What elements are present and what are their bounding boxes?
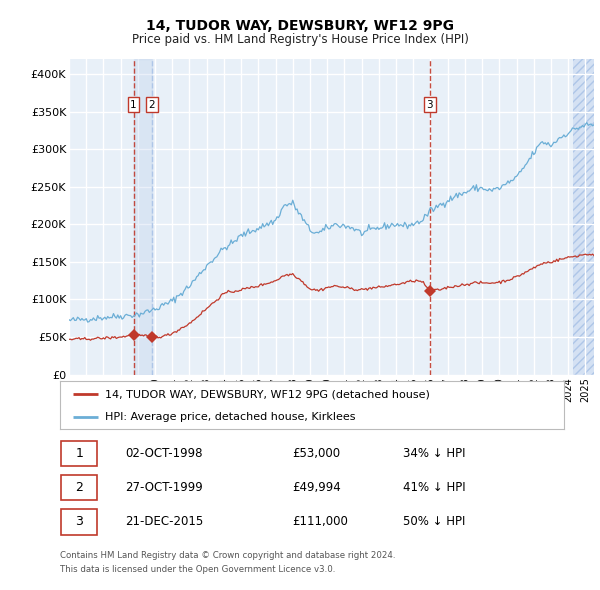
Text: 3: 3 [427, 100, 433, 110]
Text: This data is licensed under the Open Government Licence v3.0.: This data is licensed under the Open Gov… [60, 565, 335, 574]
Bar [574, 59, 594, 375]
Text: 14, TUDOR WAY, DEWSBURY, WF12 9PG (detached house): 14, TUDOR WAY, DEWSBURY, WF12 9PG (detac… [106, 389, 430, 399]
FancyBboxPatch shape [61, 475, 97, 500]
Text: £53,000: £53,000 [292, 447, 340, 460]
Text: 1: 1 [75, 447, 83, 460]
FancyBboxPatch shape [61, 509, 97, 535]
Text: 2: 2 [149, 100, 155, 110]
Bar [134, 59, 152, 375]
Bar [574, 59, 594, 375]
Text: 34% ↓ HPI: 34% ↓ HPI [403, 447, 465, 460]
Text: £49,994: £49,994 [292, 481, 341, 494]
FancyBboxPatch shape [61, 441, 97, 466]
Text: Contains HM Land Registry data © Crown copyright and database right 2024.: Contains HM Land Registry data © Crown c… [60, 550, 395, 559]
Text: 27-OCT-1999: 27-OCT-1999 [125, 481, 203, 494]
Text: 02-OCT-1998: 02-OCT-1998 [125, 447, 203, 460]
Text: 50% ↓ HPI: 50% ↓ HPI [403, 516, 465, 529]
Text: 3: 3 [75, 516, 83, 529]
Text: 14, TUDOR WAY, DEWSBURY, WF12 9PG: 14, TUDOR WAY, DEWSBURY, WF12 9PG [146, 19, 454, 34]
Text: Price paid vs. HM Land Registry's House Price Index (HPI): Price paid vs. HM Land Registry's House … [131, 33, 469, 46]
Text: 21-DEC-2015: 21-DEC-2015 [125, 516, 204, 529]
Text: 2: 2 [75, 481, 83, 494]
Text: 41% ↓ HPI: 41% ↓ HPI [403, 481, 466, 494]
Text: HPI: Average price, detached house, Kirklees: HPI: Average price, detached house, Kirk… [106, 412, 356, 422]
Text: 1: 1 [130, 100, 137, 110]
Text: £111,000: £111,000 [292, 516, 348, 529]
